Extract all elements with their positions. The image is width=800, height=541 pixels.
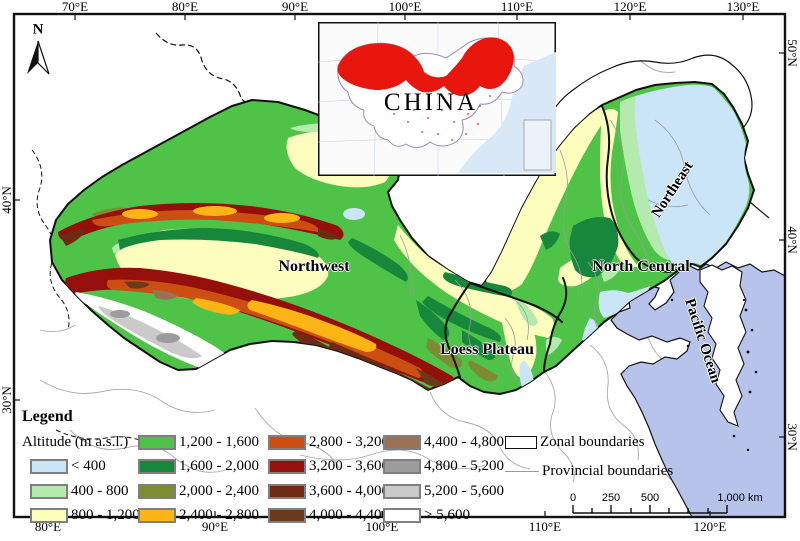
scale-label: 1,000 km [717,492,763,504]
legend-class-label: 800 - 1,200 [71,507,140,523]
scale-label: 0 [569,492,577,504]
legend-item: 800 - 1,200 [30,507,140,524]
legend-class-label: 3,200 - 3,600 [309,458,389,474]
axis-label-top: 100°E [388,0,422,14]
north-arrow-label: N [32,21,44,38]
axis-label-bottom: 110°E [528,519,562,534]
axis-label-bottom: 120°E [693,519,727,534]
region-label-northwest: Northwest [278,258,350,275]
legend-boundary-item: Zonal boundaries [505,434,645,451]
legend-class-label: 2,400 - 2,800 [179,507,259,523]
axis-label-right: 40°N [785,226,800,254]
legend-title: Legend [22,408,73,425]
inset-city-dots [393,95,491,141]
coastal-islands [670,298,758,452]
axis-label-top: 130°E [726,0,760,14]
legend-swatch [383,508,421,523]
legend-item: 2,000 - 2,400 [138,483,259,500]
scale-label: 500 [640,492,660,504]
inset-map: CHINA [318,22,556,176]
legend-item: 4,800 - 5,200 [383,458,504,475]
legend-class-label: 1,200 - 1,600 [179,433,259,450]
axis-label-bottom: 90°E [201,519,229,534]
legend-boundary-item: Provincial boundaries [505,463,673,480]
legend-item: 4,400 - 4,800 [383,434,504,451]
legend-class-label: 2,000 - 2,400 [179,482,259,499]
legend-boundary-label: Provincial boundaries [542,463,674,479]
region-label-loess-plateau: Loess Plateau [440,341,534,358]
legend-swatch [138,434,176,450]
legend-class-label: 1,600 - 2,000 [179,458,259,474]
legend-subtitle: Altitude (m a.s.l.) [22,434,129,450]
axis-label-right: 50°N [785,39,800,67]
legend-swatch [138,508,176,523]
legend-class-label: < 400 [71,458,106,474]
scale-label: 250 [601,492,621,504]
legend-item: 5,200 - 5,600 [383,483,504,500]
scale-bar [572,505,728,514]
inset-sea-box [523,119,552,171]
legend-item: 1,600 - 2,000 [138,458,259,475]
legend-swatch [138,483,176,499]
axis-label-top: 90°E [281,0,309,14]
axis-label-top: 110°E [500,0,534,14]
axis-label-top: 80°E [171,0,199,14]
legend-class-label: 2,800 - 3,200 [309,433,389,450]
legend-class-label: 5,200 - 5,600 [424,482,504,499]
axis-label-left: 30°N [0,386,14,414]
legend-item: 4,000 - 4,400 [268,507,389,524]
legend-item: 1,200 - 1,600 [138,434,259,451]
legend-class-label: 4,400 - 4,800 [424,433,504,450]
legend-item: < 400 [30,458,106,475]
axis-label-right: 30°N [785,423,800,451]
region-label-north-central: North Central [592,258,690,275]
provincial-boundary-swatch [505,471,539,472]
legend-swatch [383,434,421,450]
legend-swatch [30,508,68,523]
zonal-boundaries [444,105,693,378]
legend-boundary-label: Zonal boundaries [540,433,645,450]
legend-class-label: 3,600 - 4,000 [309,482,389,499]
legend-item: 2,800 - 3,200 [268,434,389,451]
legend-swatch [30,483,68,499]
axis-label-top: 70°E [61,0,89,14]
legend-swatch [268,459,306,474]
zonal-boundary-swatch [505,435,537,449]
legend-item: 400 - 800 [30,483,129,500]
axis-label-left: 40°N [0,186,14,214]
legend-item: 3,200 - 3,600 [268,458,389,475]
legend-item: 2,400 - 2,800 [138,507,259,524]
north-arrow-icon [27,40,50,75]
legend-class-label: 400 - 800 [71,482,129,499]
legend-swatch [268,434,306,450]
axis-label-top: 120°E [613,0,647,14]
legend-item: > 5,600 [383,507,470,524]
legend-class-label: > 5,600 [424,507,470,523]
legend-swatch [268,483,306,499]
legend-swatch [138,459,176,474]
inset-country-label: CHINA [383,89,479,116]
legend-class-label: 4,800 - 5,200 [424,458,504,474]
legend-item: 3,600 - 4,000 [268,483,389,500]
legend-class-label: 4,000 - 4,400 [309,507,389,523]
inset-study-area [337,37,514,96]
legend-swatch [30,459,68,474]
legend-swatch [383,483,421,499]
legend-swatch [383,459,421,474]
inset-canvas [318,22,556,176]
korea-landmass [699,264,747,427]
legend-swatch [268,508,306,523]
